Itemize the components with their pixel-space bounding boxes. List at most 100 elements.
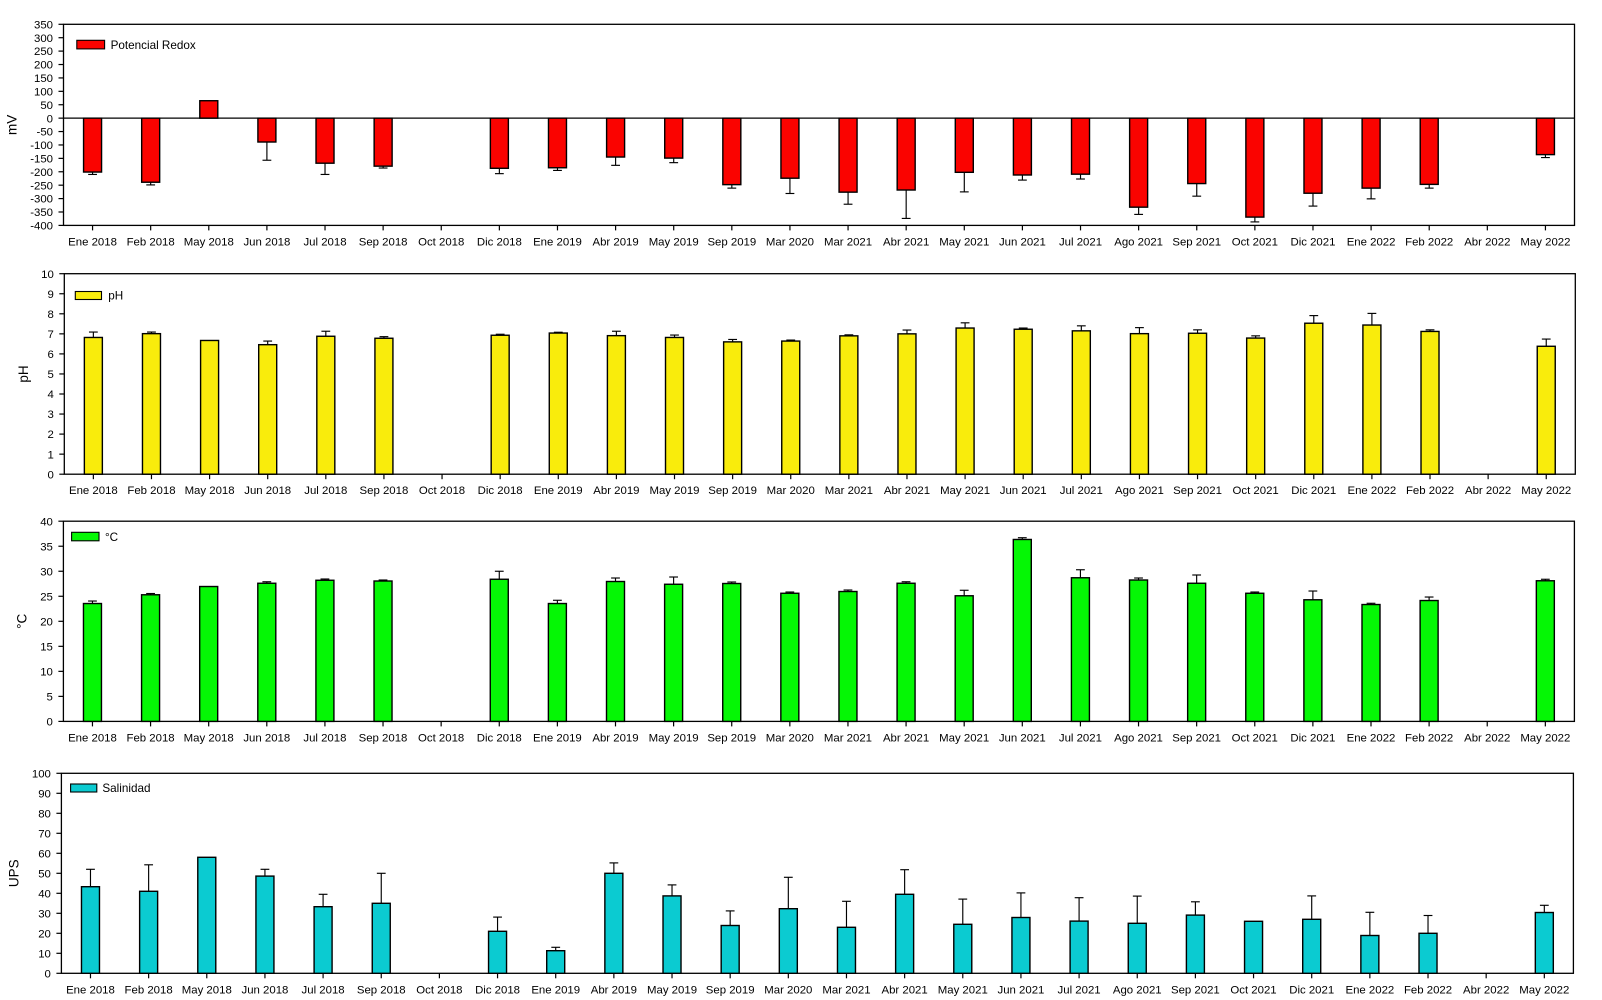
svg-text:Oct 2021: Oct 2021 [1233,485,1279,497]
svg-text:Abr 2021: Abr 2021 [883,236,929,248]
svg-text:Jul 2021: Jul 2021 [1058,984,1101,996]
svg-text:May 2018: May 2018 [184,732,234,744]
svg-text:8: 8 [47,309,53,321]
svg-text:3: 3 [47,409,53,421]
svg-text:Ene 2019: Ene 2019 [533,236,582,248]
svg-text:Oct 2021: Oct 2021 [1232,236,1278,248]
svg-text:Jul 2018: Jul 2018 [303,236,346,248]
svg-text:Salinidad: Salinidad [102,782,150,795]
svg-text:Oct 2018: Oct 2018 [416,984,462,996]
svg-text:-300: -300 [30,194,53,206]
svg-text:Mar 2020: Mar 2020 [764,984,812,996]
svg-text:Jul 2021: Jul 2021 [1059,236,1102,248]
svg-text:Mar 2021: Mar 2021 [822,984,870,996]
svg-text:mV: mV [4,115,19,135]
svg-text:30: 30 [38,908,51,920]
svg-text:Mar 2021: Mar 2021 [824,236,872,248]
svg-text:Abr 2019: Abr 2019 [591,984,637,996]
svg-text:Ene 2018: Ene 2018 [66,984,115,996]
svg-text:10: 10 [41,269,54,281]
svg-text:May 2022: May 2022 [1520,732,1570,744]
svg-text:2: 2 [47,429,53,441]
svg-text:Ago 2021: Ago 2021 [1114,732,1163,744]
svg-text:0: 0 [47,717,53,729]
svg-text:Oct 2018: Oct 2018 [418,236,464,248]
svg-text:Mar 2021: Mar 2021 [824,732,872,744]
svg-text:Abr 2021: Abr 2021 [883,732,929,744]
svg-text:0: 0 [47,469,53,481]
svg-text:Ene 2022: Ene 2022 [1345,984,1394,996]
svg-text:Abr 2019: Abr 2019 [592,236,638,248]
svg-text:10: 10 [38,948,51,960]
svg-text:Abr 2021: Abr 2021 [882,984,928,996]
svg-text:Feb 2022: Feb 2022 [1406,485,1454,497]
svg-text:Dic 2018: Dic 2018 [475,984,520,996]
svg-text:Ene 2022: Ene 2022 [1347,732,1396,744]
svg-text:Abr 2019: Abr 2019 [592,732,638,744]
svg-text:°C: °C [105,531,118,544]
svg-text:Mar 2021: Mar 2021 [825,485,873,497]
svg-text:10: 10 [40,666,53,678]
svg-text:Feb 2018: Feb 2018 [126,732,174,744]
svg-text:UPS: UPS [7,859,22,887]
svg-text:May 2019: May 2019 [649,732,699,744]
svg-text:Jun 2021: Jun 2021 [998,984,1045,996]
svg-text:Oct 2018: Oct 2018 [419,485,465,497]
svg-text:Sep 2018: Sep 2018 [359,236,408,248]
svg-text:Dic 2018: Dic 2018 [477,236,522,248]
svg-text:Ene 2019: Ene 2019 [533,732,582,744]
svg-text:May 2021: May 2021 [939,732,989,744]
svg-text:Oct 2021: Oct 2021 [1232,732,1278,744]
svg-text:May 2022: May 2022 [1520,236,1570,248]
svg-text:70: 70 [38,828,51,840]
svg-text:Dic 2021: Dic 2021 [1290,732,1335,744]
svg-text:Jul 2018: Jul 2018 [304,485,347,497]
svg-text:-100: -100 [30,140,53,152]
svg-text:350: 350 [34,19,53,31]
svg-text:Potencial Redox: Potencial Redox [111,39,196,52]
svg-text:Abr 2019: Abr 2019 [593,485,639,497]
svg-text:0: 0 [45,968,51,980]
svg-text:Jul 2018: Jul 2018 [303,732,346,744]
svg-text:May 2018: May 2018 [185,485,235,497]
svg-text:150: 150 [34,73,53,85]
svg-text:-150: -150 [30,153,53,165]
svg-text:Jul 2018: Jul 2018 [302,984,345,996]
svg-text:Sep 2019: Sep 2019 [707,236,756,248]
svg-text:Abr 2022: Abr 2022 [1465,485,1511,497]
svg-text:Jun 2018: Jun 2018 [242,984,289,996]
svg-text:Sep 2021: Sep 2021 [1172,732,1221,744]
svg-text:Feb 2018: Feb 2018 [127,236,175,248]
svg-text:Mar 2020: Mar 2020 [767,485,815,497]
svg-text:Dic 2021: Dic 2021 [1290,236,1335,248]
svg-text:Jun 2021: Jun 2021 [1000,485,1047,497]
svg-text:Abr 2022: Abr 2022 [1464,732,1510,744]
svg-text:100: 100 [32,768,51,780]
svg-text:300: 300 [34,33,53,45]
svg-text:Sep 2019: Sep 2019 [707,732,756,744]
svg-text:30: 30 [40,566,53,578]
svg-text:Ago 2021: Ago 2021 [1115,485,1164,497]
svg-text:Jun 2018: Jun 2018 [243,236,290,248]
svg-text:Oct 2021: Oct 2021 [1230,984,1276,996]
svg-text:Sep 2018: Sep 2018 [360,485,409,497]
svg-text:Ago 2021: Ago 2021 [1113,984,1162,996]
svg-text:Dic 2021: Dic 2021 [1291,485,1336,497]
svg-text:Ene 2019: Ene 2019 [531,984,580,996]
svg-text:Abr 2022: Abr 2022 [1464,236,1510,248]
svg-text:-250: -250 [30,180,53,192]
svg-text:35: 35 [40,541,53,553]
svg-text:Mar 2020: Mar 2020 [766,732,814,744]
svg-text:Jun 2018: Jun 2018 [244,485,291,497]
svg-text:Ene 2018: Ene 2018 [68,732,117,744]
svg-text:9: 9 [47,289,53,301]
svg-text:Ene 2018: Ene 2018 [69,485,118,497]
svg-text:°C: °C [14,613,29,628]
svg-text:-200: -200 [30,167,53,179]
svg-text:Feb 2022: Feb 2022 [1405,732,1453,744]
svg-text:15: 15 [40,641,53,653]
svg-text:Dic 2021: Dic 2021 [1289,984,1334,996]
svg-text:May 2022: May 2022 [1521,485,1571,497]
svg-text:May 2018: May 2018 [182,984,232,996]
svg-text:Abr 2021: Abr 2021 [884,485,930,497]
